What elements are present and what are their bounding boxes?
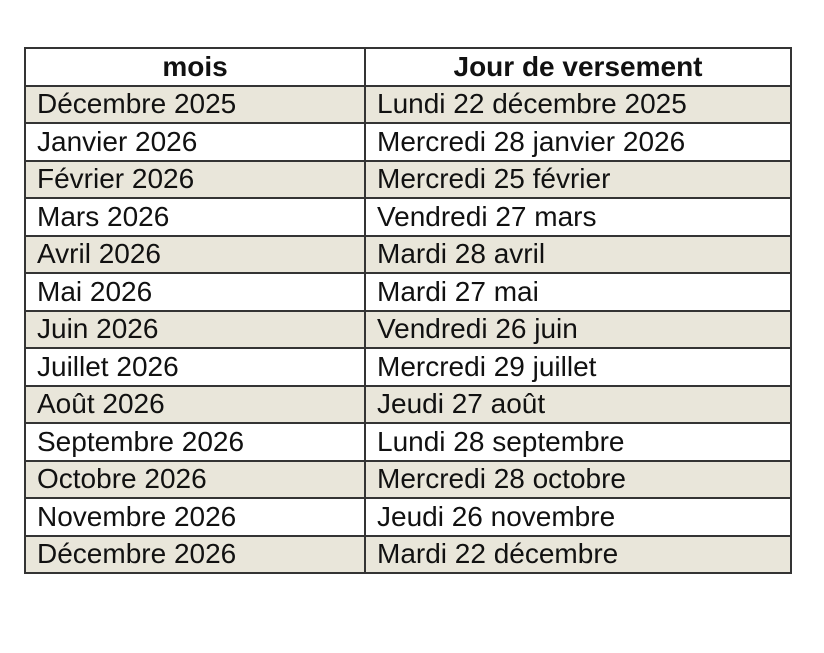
month-cell: Janvier 2026 bbox=[24, 122, 366, 162]
payment-day-cell: Mercredi 25 février bbox=[364, 159, 792, 199]
table-row: Décembre 2025 Lundi 22 décembre 2025 bbox=[24, 84, 792, 124]
month-cell: Mai 2026 bbox=[24, 272, 366, 312]
table-row: Mai 2026 Mardi 27 mai bbox=[24, 272, 792, 312]
payment-day-cell: Vendredi 26 juin bbox=[364, 309, 792, 349]
table-row: Octobre 2026 Mercredi 28 octobre bbox=[24, 459, 792, 499]
month-cell: Décembre 2026 bbox=[24, 534, 366, 574]
month-cell: Juin 2026 bbox=[24, 309, 366, 349]
payment-day-cell: Jeudi 26 novembre bbox=[364, 497, 792, 537]
payment-day-cell: Mercredi 28 octobre bbox=[364, 459, 792, 499]
payment-schedule-table: mois Jour de versement Décembre 2025 Lun… bbox=[24, 47, 792, 574]
table-row: Février 2026 Mercredi 25 février bbox=[24, 159, 792, 199]
month-cell: Septembre 2026 bbox=[24, 422, 366, 462]
table-row: Décembre 2026 Mardi 22 décembre bbox=[24, 534, 792, 574]
payment-day-cell: Mardi 22 décembre bbox=[364, 534, 792, 574]
month-cell: Juillet 2026 bbox=[24, 347, 366, 387]
payment-schedule-table-wrap: mois Jour de versement Décembre 2025 Lun… bbox=[24, 47, 792, 574]
column-header-mois: mois bbox=[24, 47, 366, 87]
table-row: Juillet 2026 Mercredi 29 juillet bbox=[24, 347, 792, 387]
table-row: Avril 2026 Mardi 28 avril bbox=[24, 234, 792, 274]
month-cell: Novembre 2026 bbox=[24, 497, 366, 537]
table-row: Août 2026 Jeudi 27 août bbox=[24, 384, 792, 424]
table-header: mois Jour de versement bbox=[24, 47, 792, 87]
payment-day-cell: Vendredi 27 mars bbox=[364, 197, 792, 237]
table-body: Décembre 2025 Lundi 22 décembre 2025 Jan… bbox=[24, 84, 792, 574]
payment-day-cell: Lundi 28 septembre bbox=[364, 422, 792, 462]
month-cell: Août 2026 bbox=[24, 384, 366, 424]
payment-day-cell: Lundi 22 décembre 2025 bbox=[364, 84, 792, 124]
payment-day-cell: Mardi 27 mai bbox=[364, 272, 792, 312]
payment-day-cell: Mardi 28 avril bbox=[364, 234, 792, 274]
month-cell: Mars 2026 bbox=[24, 197, 366, 237]
payment-day-cell: Mercredi 29 juillet bbox=[364, 347, 792, 387]
table-row: Mars 2026 Vendredi 27 mars bbox=[24, 197, 792, 237]
column-header-jour-de-versement: Jour de versement bbox=[364, 47, 792, 87]
table-row: Janvier 2026 Mercredi 28 janvier 2026 bbox=[24, 122, 792, 162]
table-row: Novembre 2026 Jeudi 26 novembre bbox=[24, 497, 792, 537]
payment-day-cell: Mercredi 28 janvier 2026 bbox=[364, 122, 792, 162]
month-cell: Février 2026 bbox=[24, 159, 366, 199]
month-cell: Octobre 2026 bbox=[24, 459, 366, 499]
header-row: mois Jour de versement bbox=[24, 47, 792, 87]
table-row: Septembre 2026 Lundi 28 septembre bbox=[24, 422, 792, 462]
table-row: Juin 2026 Vendredi 26 juin bbox=[24, 309, 792, 349]
month-cell: Décembre 2025 bbox=[24, 84, 366, 124]
payment-day-cell: Jeudi 27 août bbox=[364, 384, 792, 424]
month-cell: Avril 2026 bbox=[24, 234, 366, 274]
